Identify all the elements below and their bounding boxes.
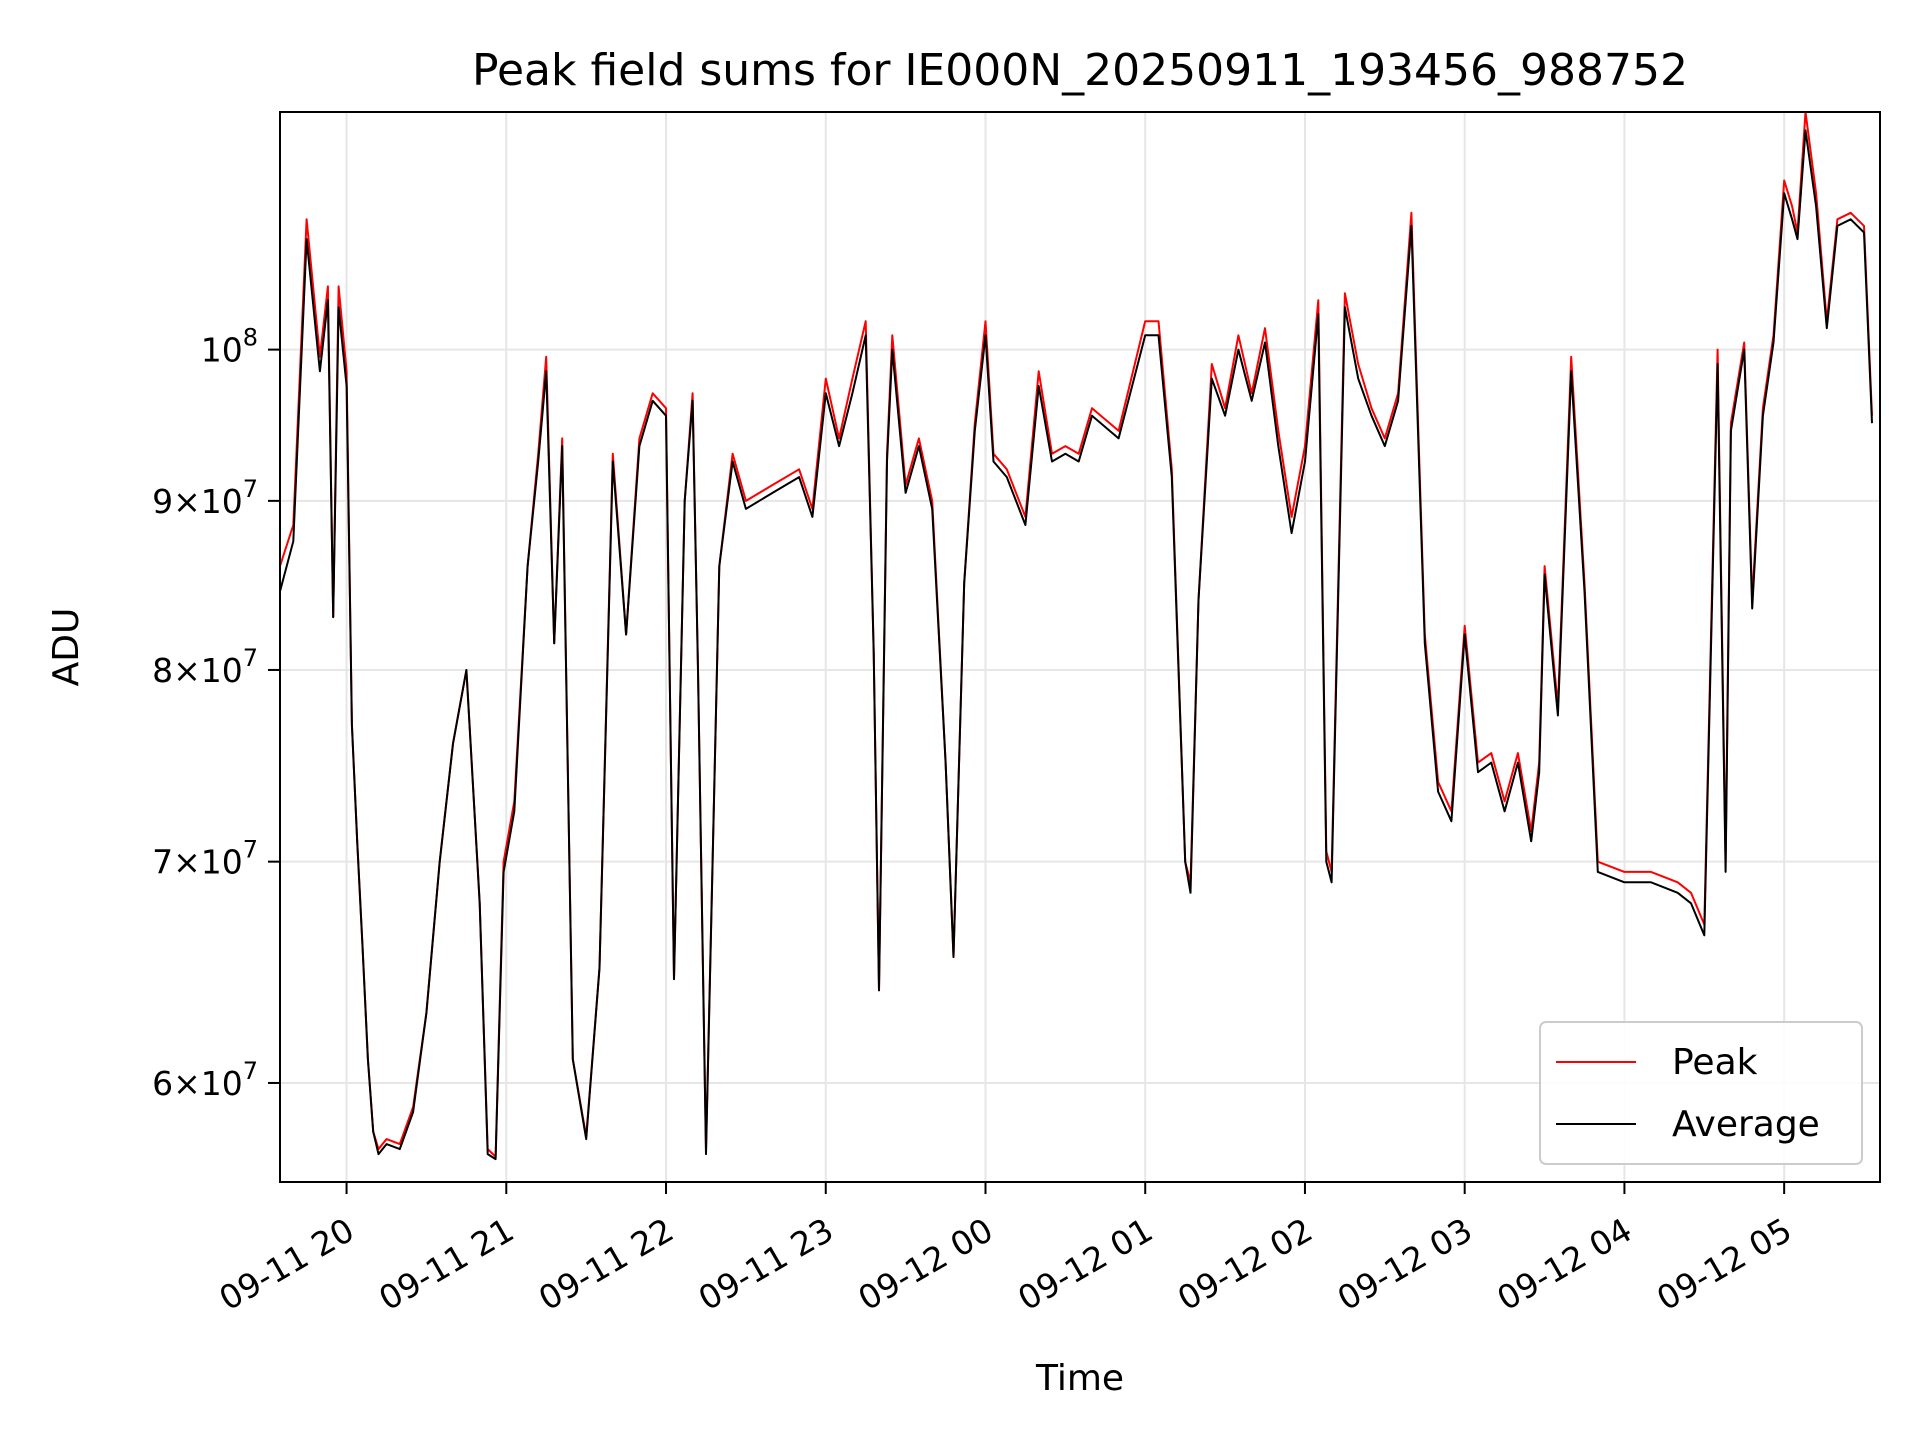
y-axis-ticks: 6×107 7×107 8×107 9×107 108 <box>152 324 280 1103</box>
average-series-line <box>280 129 1873 1161</box>
legend-box <box>1539 1021 1863 1165</box>
y-tick-label: 8×107 <box>152 644 258 690</box>
y-tick-label: 6×107 <box>152 1057 258 1103</box>
series-lines <box>280 112 1873 1161</box>
chart-title: Peak field sums for IE000N_20250911_1934… <box>472 45 1688 96</box>
y-axis-label: ADU <box>46 608 87 687</box>
plot-frame <box>279 111 1881 1183</box>
y-tick-label: 7×107 <box>152 836 258 882</box>
x-axis-label: Time <box>1035 1358 1124 1399</box>
y-tick-label: 9×107 <box>152 475 258 521</box>
y-tick-label: 108 <box>201 324 258 370</box>
legend-label: Peak <box>1672 1042 1758 1083</box>
legend-label: Average <box>1672 1104 1820 1145</box>
legend: Peak Average <box>1539 1021 1863 1165</box>
